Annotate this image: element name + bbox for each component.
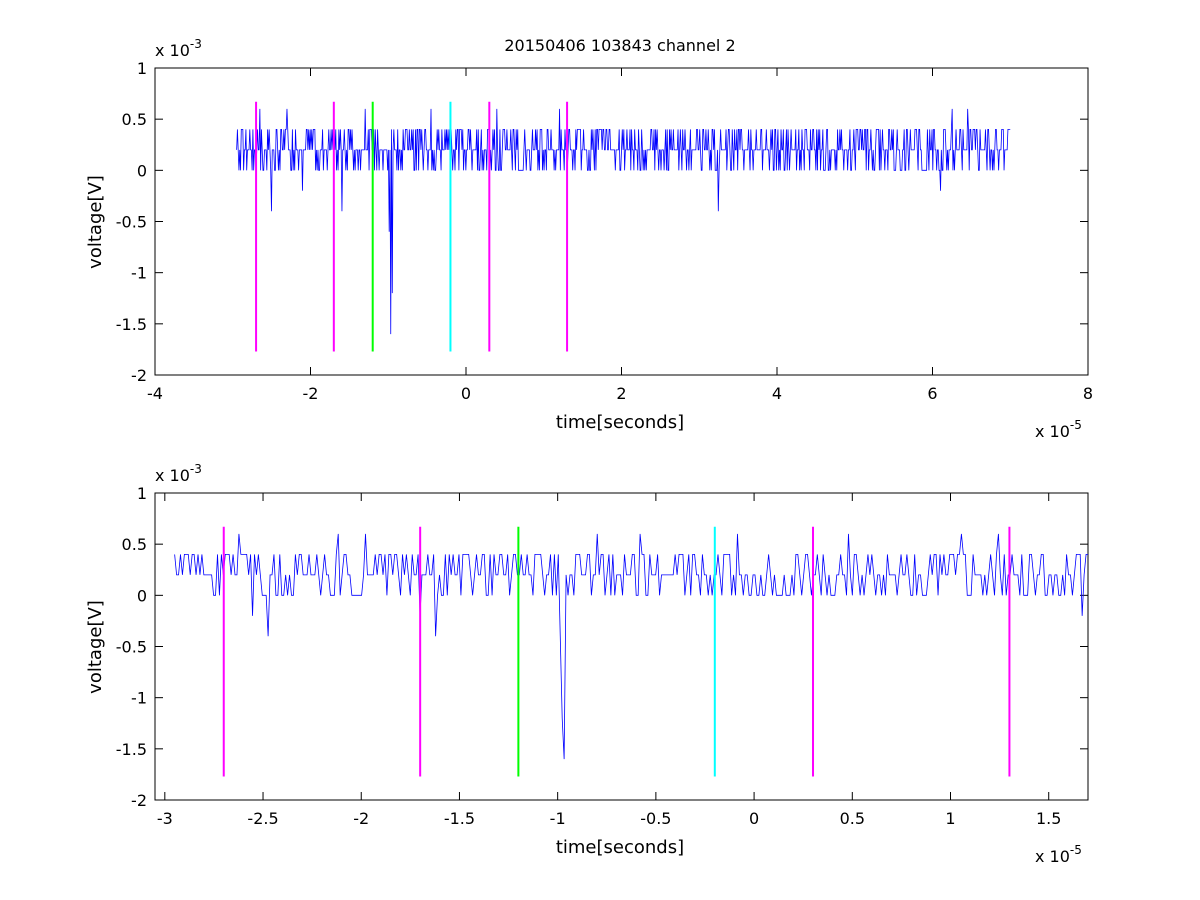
y-tick-label: -1.5 [116,315,147,334]
y-tick-label: -1 [131,264,147,283]
x-tick-label: -3 [157,809,173,828]
y-tick-label: 1 [137,484,147,503]
top-xlabel: time[seconds] [556,412,684,433]
bottom-axes: -3 -2.5 -2 -1.5 -1 -0.5 0 0.5 1 1.5 -2 -1.5 -1 -0.5 0 0… [85,462,1089,866]
figure-title: 20150406 103843 channel 2 [504,36,735,55]
top-ylabel: voltage[V] [85,175,106,269]
x-tick-label: -0.5 [640,809,671,828]
signal-line [236,108,1011,335]
y-tick-label: 0 [137,586,147,605]
y-tick-label: -0.5 [116,213,147,232]
x-tick-label: 6 [927,384,937,403]
x-tick-label: 2 [616,384,626,403]
bottom-axes-ticks: -3 -2.5 -2 -1.5 -1 -0.5 0 0.5 1 1.5 -2 -1.5 -1 -0.5 0 0… [116,484,1088,828]
x-tick-label: -1.5 [444,809,475,828]
x-tick-label: 0.5 [840,809,865,828]
x-tick-label: -2 [303,384,319,403]
top-x-exponent: x 10-5 [1035,418,1082,441]
y-tick-label: -0.5 [116,638,147,657]
top-axes: -4 -2 0 2 4 6 8-2-1.5-1-0.500.51 time[seconds]… [85,37,1093,441]
x-tick-label: -4 [147,384,163,403]
bottom-axes-frame [154,492,1089,801]
bottom-xlabel: time[seconds] [556,837,684,858]
bottom-plot-area [174,526,1088,777]
bottom-x-exponent: x 10-5 [1035,843,1082,866]
y-tick-label: 0 [137,161,147,180]
y-tick-label: 0.5 [122,535,147,554]
bottom-y-exponent: x 10-3 [155,462,202,485]
y-tick-label: -2 [131,791,147,810]
x-tick-label: 8 [1083,384,1093,403]
top-plot-area [236,101,1011,352]
signal-line [174,533,1088,760]
top-axes-ticks: -4 -2 0 2 4 6 8-2-1.5-1-0.500.51 [116,59,1093,403]
x-tick-label: -2.5 [247,809,278,828]
x-tick-label: 0 [461,384,471,403]
x-tick-label: 4 [772,384,782,403]
y-tick-label: 0.5 [122,110,147,129]
x-tick-label: 0 [749,809,759,828]
top-y-exponent: x 10-3 [155,37,202,60]
top-axes-frame [154,67,1089,376]
y-tick-label: -1 [131,689,147,708]
y-tick-label: 1 [137,59,147,78]
bottom-ylabel: voltage[V] [85,600,106,694]
y-tick-label: -1.5 [116,740,147,759]
x-tick-label: -1 [550,809,566,828]
y-tick-label: -2 [131,366,147,385]
x-tick-label: 1 [945,809,955,828]
x-tick-label: -2 [353,809,369,828]
x-tick-label: 1.5 [1036,809,1061,828]
